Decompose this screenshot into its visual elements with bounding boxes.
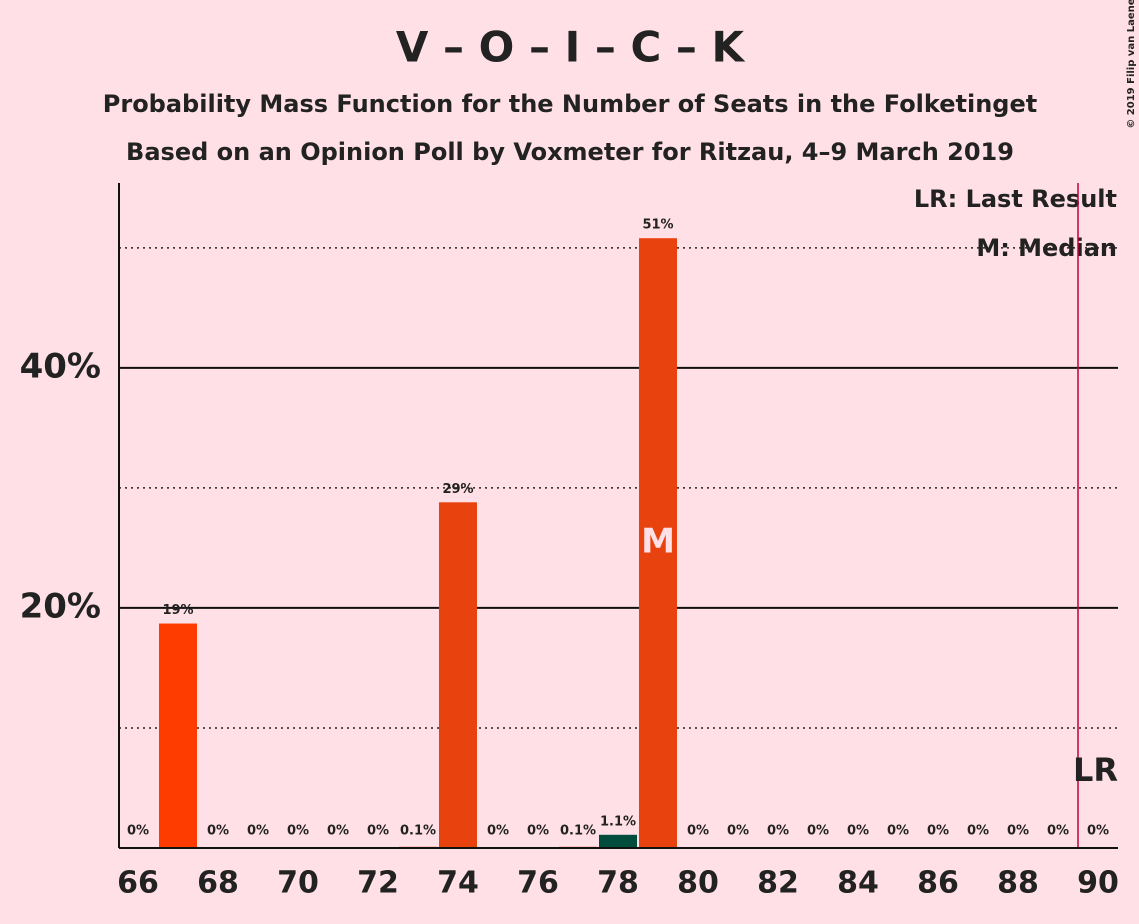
bar xyxy=(639,238,677,848)
value-label: 0% xyxy=(247,824,269,839)
chart-title: V – O – I – C – K xyxy=(396,23,746,72)
value-label: 0% xyxy=(727,824,749,839)
value-label: 0% xyxy=(687,824,709,839)
x-tick-label: 74 xyxy=(437,866,479,901)
value-label: 0% xyxy=(767,824,789,839)
x-tick-label: 82 xyxy=(757,866,799,901)
value-label: 29% xyxy=(442,482,473,497)
bar xyxy=(599,834,637,848)
median-marker: M xyxy=(641,522,675,562)
legend-entry: LR: Last Result xyxy=(914,185,1117,213)
x-tick-label: 88 xyxy=(997,866,1039,901)
y-tick-label: 20% xyxy=(20,586,101,626)
value-label: 0% xyxy=(927,824,949,839)
value-label: 0% xyxy=(287,824,309,839)
value-label: 0% xyxy=(487,824,509,839)
value-label: 19% xyxy=(162,603,193,618)
y-tick-label: 40% xyxy=(20,346,101,386)
value-label: 0% xyxy=(367,824,389,839)
x-tick-label: 90 xyxy=(1077,866,1119,901)
x-tick-label: 80 xyxy=(677,866,719,901)
bar xyxy=(159,623,197,848)
x-tick-label: 68 xyxy=(197,866,239,901)
x-tick-label: 86 xyxy=(917,866,959,901)
bar xyxy=(439,502,477,848)
chart-subtitle: Based on an Opinion Poll by Voxmeter for… xyxy=(126,138,1014,166)
x-tick-label: 84 xyxy=(837,866,879,901)
value-label: 0% xyxy=(967,824,989,839)
x-tick-label: 66 xyxy=(117,866,159,901)
value-label: 0% xyxy=(847,824,869,839)
value-label: 51% xyxy=(642,218,673,233)
chart-subtitle: Probability Mass Function for the Number… xyxy=(103,90,1037,118)
value-label: 1.1% xyxy=(600,814,636,829)
x-tick-label: 76 xyxy=(517,866,559,901)
x-tick-label: 72 xyxy=(357,866,399,901)
value-label: 0% xyxy=(1007,824,1029,839)
value-label: 0% xyxy=(527,824,549,839)
value-label: 0% xyxy=(1047,824,1069,839)
value-label: 0% xyxy=(127,824,149,839)
value-label: 0% xyxy=(207,824,229,839)
value-label: 0% xyxy=(807,824,829,839)
value-label: 0% xyxy=(1087,824,1109,839)
x-tick-label: 70 xyxy=(277,866,319,901)
value-label: 0% xyxy=(887,824,909,839)
value-label: 0.1% xyxy=(400,824,436,839)
x-tick-label: 78 xyxy=(597,866,639,901)
copyright: © 2019 Filip van Laenen xyxy=(1126,0,1137,129)
legend-entry: M: Median xyxy=(976,234,1117,262)
value-label: 0.1% xyxy=(560,824,596,839)
value-label: 0% xyxy=(327,824,349,839)
last-result-label: LR xyxy=(1073,751,1118,789)
